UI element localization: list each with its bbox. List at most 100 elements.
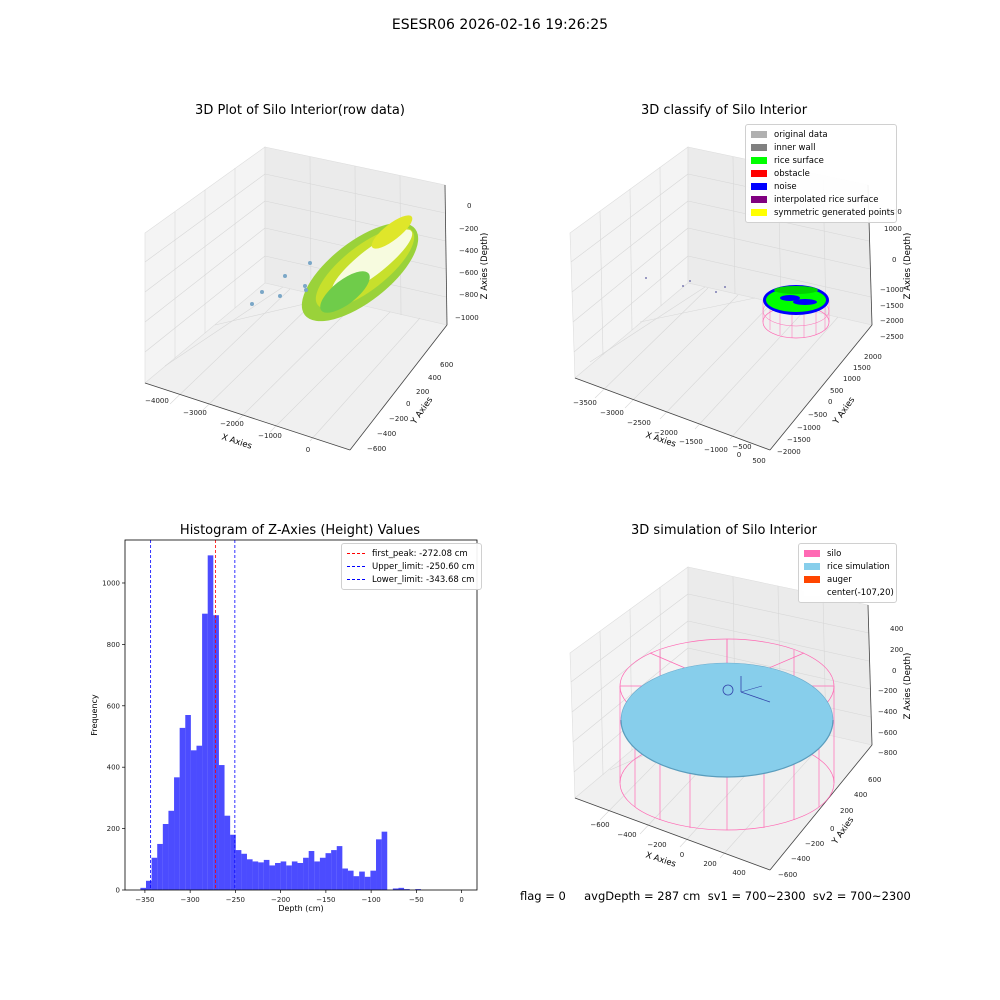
histogram-bar [286,865,292,890]
histogram-bar [235,850,242,890]
classify-legend: original data inner wall rice surface ob… [745,124,897,223]
simulation-ytick: −400 [791,855,810,863]
raw-ytick: 0 [406,400,410,408]
simulation-xtick: −600 [590,821,609,829]
legend-swatch [804,550,820,557]
histogram-bar [275,862,281,890]
legend-swatch [751,183,767,190]
histogram-bar [168,810,175,890]
histogram-bar [359,871,365,890]
legend-label: obstacle [774,168,810,179]
classify-ztick: −1000 [880,286,904,294]
histogram-bar [291,861,298,890]
histogram-bar [376,839,382,890]
legend-line [347,579,365,580]
histogram-bar [347,870,354,890]
legend-line [347,553,365,554]
auger-icon [722,676,771,703]
histogram-bar [263,859,270,890]
histogram-axes-frame [124,539,478,891]
status-footer: flag = 0 avgDepth = 287 cm sv1 = 700~230… [520,889,911,903]
histogram-bar [157,843,163,890]
raw-ztick: −800 [459,291,478,299]
simulation-ztick: −200 [878,687,897,695]
raw-y-axis-label: Y Axies [409,395,436,427]
raw-ytick: 400 [428,374,441,382]
simulation-xtick: 0 [680,851,684,859]
histogram-y-tick-label: 800 [107,641,120,649]
histogram-y-tick-label: 1000 [102,579,120,587]
legend-swatch [751,170,767,177]
classify-ytick: −1500 [787,436,811,444]
histogram-bar [140,887,146,890]
histogram-x-axis-label: Depth (cm) [278,904,323,913]
simulation-xtick: 200 [703,860,716,868]
histogram-bar [241,853,247,890]
histogram-y-tick-label: 600 [107,702,120,710]
histogram-bar [151,857,158,890]
classify-ytick: 1500 [853,364,871,372]
histogram-bar [392,888,399,890]
classify-legend-item: interpolated rice surface [751,193,891,206]
raw-noise-points [250,261,312,306]
classify-silo-cylinder [762,285,830,339]
legend-swatch [751,196,767,203]
raw-3d-plot: −4000 −3000 −2000 −1000 0 −600 −400 −200… [144,146,490,454]
histogram-x-tick-label: −350 [135,896,154,904]
legend-label: original data [774,129,828,140]
classify-ztick: −2000 [880,317,904,325]
raw-ztick: 0 [467,202,471,210]
classify-xtick: −2000 [654,429,678,437]
classify-xtick: 500 [752,457,765,465]
classify-xtick: −1500 [679,438,703,446]
legend-swatch [804,589,820,596]
simulation-xtick: 400 [732,869,745,877]
raw-ytick: 600 [440,361,453,369]
histogram-bar [303,857,309,890]
histogram-y-tick-label: 0 [116,887,120,895]
legend-swatch [804,563,820,570]
histogram-bar [314,861,320,890]
raw-xtick: 0 [306,446,310,454]
classify-legend-item: rice surface [751,154,891,167]
simulation-ytick: −200 [805,840,824,848]
raw-silo-point-cloud [301,215,419,322]
histogram-y-tick-label: 200 [107,825,120,833]
classify-3d-plot: −3500 −3000 −2500 −2000 −1500 −1000 −500… [569,146,913,465]
raw-xtick: −2000 [220,420,244,428]
histogram-bar [381,831,388,890]
histogram-x-tick-label: −150 [316,896,335,904]
histogram-bar [342,868,348,890]
classify-z-axis-label: Z Axies (Depth) [903,233,913,300]
legend-label: symmetric generated points [774,207,895,218]
histogram-bar [179,727,186,890]
classify-xtick: 0 [737,451,741,459]
histogram-bar [246,859,253,890]
legend-label: Lower_limit: -343.68 cm [372,574,475,585]
raw-x-axis-label: X Axies [220,432,253,451]
raw-ztick: −600 [459,269,478,277]
histogram-legend: first_peak: -272.08 cm Upper_limit: -250… [341,543,482,590]
classify-plot-title: 3D classify of Silo Interior [640,103,808,118]
histogram-bar [218,765,225,890]
legend-label: first_peak: -272.08 cm [372,548,468,559]
histogram-bar [162,823,169,890]
classify-xtick: −3000 [600,409,624,417]
simulation-legend-item: auger [804,573,891,586]
legend-label: Upper_limit: -250.60 cm [372,561,475,572]
raw-ytick: −200 [389,415,408,423]
legend-label: noise [774,181,797,192]
histogram-bar [336,846,343,890]
histogram-bar [308,851,315,890]
histogram-bar [190,750,197,890]
classify-ztick: 1000 [884,225,902,233]
legend-label: interpolated rice surface [774,194,879,205]
simulation-ztick: 200 [890,646,903,654]
histogram-bar [145,880,152,890]
simulation-ztick: −400 [878,708,897,716]
legend-swatch [751,209,767,216]
histogram-bars [140,555,421,890]
histogram-bar [370,870,377,890]
histogram-bar [269,865,276,890]
simulation-ytick: 0 [830,825,834,833]
